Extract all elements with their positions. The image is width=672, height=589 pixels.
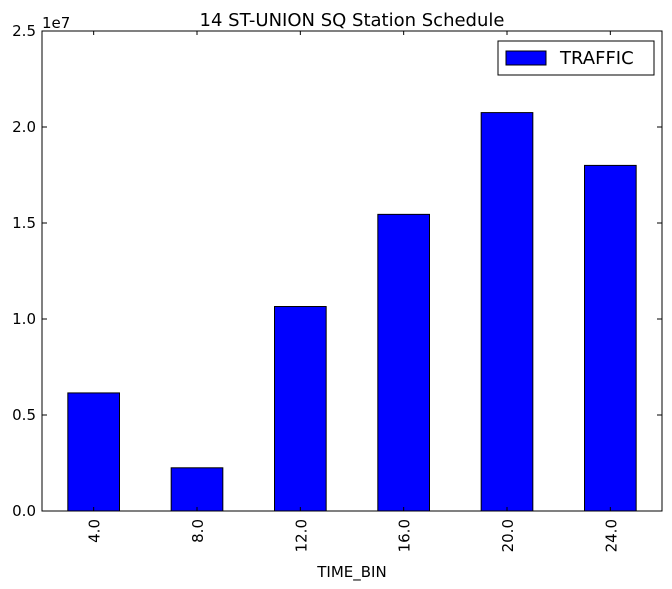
chart-title: 14 ST-UNION SQ Station Schedule xyxy=(200,10,505,31)
x-tick-label: 24.0 xyxy=(602,519,620,552)
bar-12.0 xyxy=(274,306,327,512)
y-tick-label: 1.0 xyxy=(12,310,36,328)
bar-4.0 xyxy=(67,392,121,512)
legend-label: TRAFFIC xyxy=(559,48,634,69)
x-tick-label: 12.0 xyxy=(292,519,310,552)
bar-16.0 xyxy=(377,213,431,512)
bar-20.0 xyxy=(480,112,534,512)
x-tick-label: 20.0 xyxy=(499,519,517,552)
bar-24.0 xyxy=(584,164,637,512)
bar-8.0 xyxy=(170,467,224,512)
bars-layer xyxy=(67,112,637,512)
x-tick-label: 8.0 xyxy=(189,519,207,543)
y-offset-text: 1e7 xyxy=(42,14,70,32)
legend: TRAFFIC xyxy=(497,40,655,76)
x-tick-label: 16.0 xyxy=(396,519,414,552)
plot-frame xyxy=(41,30,663,512)
y-tick-label: 2.5 xyxy=(12,22,36,40)
legend-swatch xyxy=(505,50,547,66)
y-tick-label: 1.5 xyxy=(12,214,36,232)
y-tick-label: 0.0 xyxy=(12,502,36,520)
x-tick-label: 4.0 xyxy=(86,519,104,543)
y-tick-label: 0.5 xyxy=(12,406,36,424)
y-tick-label: 2.0 xyxy=(12,118,36,136)
x-axis-label: TIME_BIN xyxy=(316,563,386,582)
